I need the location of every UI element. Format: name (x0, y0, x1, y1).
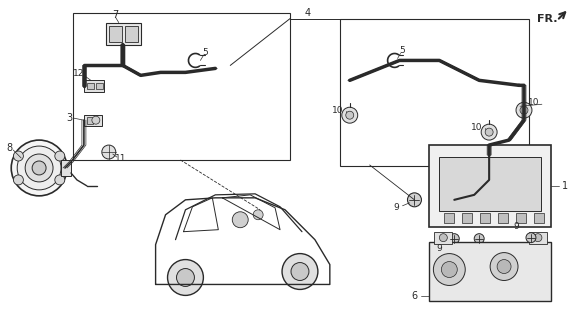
Text: 5: 5 (202, 48, 208, 57)
Circle shape (490, 252, 518, 280)
Circle shape (342, 107, 357, 123)
Circle shape (485, 128, 493, 136)
Circle shape (282, 253, 318, 289)
Circle shape (520, 106, 528, 114)
Bar (84, 80, 104, 92)
Circle shape (92, 116, 100, 124)
Bar (439, 157, 541, 211)
Text: 9: 9 (436, 244, 442, 253)
Text: 6: 6 (411, 292, 418, 301)
Text: 10: 10 (332, 106, 343, 115)
Bar (84, 115, 102, 126)
Bar (529, 232, 547, 244)
Circle shape (167, 260, 204, 295)
Bar (435, 232, 452, 244)
Circle shape (13, 151, 23, 161)
Circle shape (516, 102, 532, 118)
Circle shape (291, 262, 309, 280)
Bar (516, 213, 526, 223)
Bar (96, 83, 103, 89)
Text: 5: 5 (400, 46, 405, 55)
Circle shape (32, 161, 46, 175)
Bar (498, 213, 508, 223)
Bar (340, 19, 529, 166)
Bar (480, 213, 490, 223)
Bar (534, 213, 544, 223)
Bar (87, 83, 94, 89)
Text: 4: 4 (305, 8, 311, 18)
Circle shape (497, 260, 511, 274)
Bar (429, 145, 551, 227)
Circle shape (55, 151, 65, 161)
Circle shape (13, 175, 23, 185)
Bar (109, 26, 122, 42)
Text: 10: 10 (472, 123, 483, 132)
Bar (462, 213, 472, 223)
Circle shape (17, 146, 61, 190)
Bar (87, 117, 93, 124)
Circle shape (439, 234, 448, 242)
Text: 8: 8 (6, 143, 12, 153)
Circle shape (253, 210, 263, 220)
Circle shape (481, 124, 497, 140)
Bar (429, 242, 551, 301)
Text: 9: 9 (394, 203, 400, 212)
Circle shape (11, 140, 67, 196)
Circle shape (408, 193, 421, 207)
Bar (445, 213, 455, 223)
Circle shape (433, 253, 465, 285)
Text: 3: 3 (66, 113, 72, 123)
Circle shape (441, 261, 457, 277)
Text: 1: 1 (562, 181, 568, 191)
Circle shape (25, 154, 53, 182)
Circle shape (346, 111, 354, 119)
Text: 12: 12 (73, 69, 85, 78)
Circle shape (102, 145, 116, 159)
Bar (73, 13, 290, 160)
Circle shape (474, 234, 484, 244)
Text: FR.: FR. (536, 14, 557, 24)
Bar (106, 23, 140, 44)
Bar (125, 26, 137, 42)
Text: 7: 7 (113, 10, 119, 20)
Circle shape (55, 175, 65, 185)
Text: 11: 11 (115, 154, 126, 163)
Circle shape (232, 212, 248, 228)
Circle shape (177, 268, 194, 286)
Circle shape (449, 234, 459, 244)
Bar (61, 160, 71, 176)
Circle shape (534, 234, 542, 242)
Circle shape (526, 233, 536, 243)
Text: 9: 9 (513, 222, 519, 231)
Text: 10: 10 (528, 98, 540, 107)
